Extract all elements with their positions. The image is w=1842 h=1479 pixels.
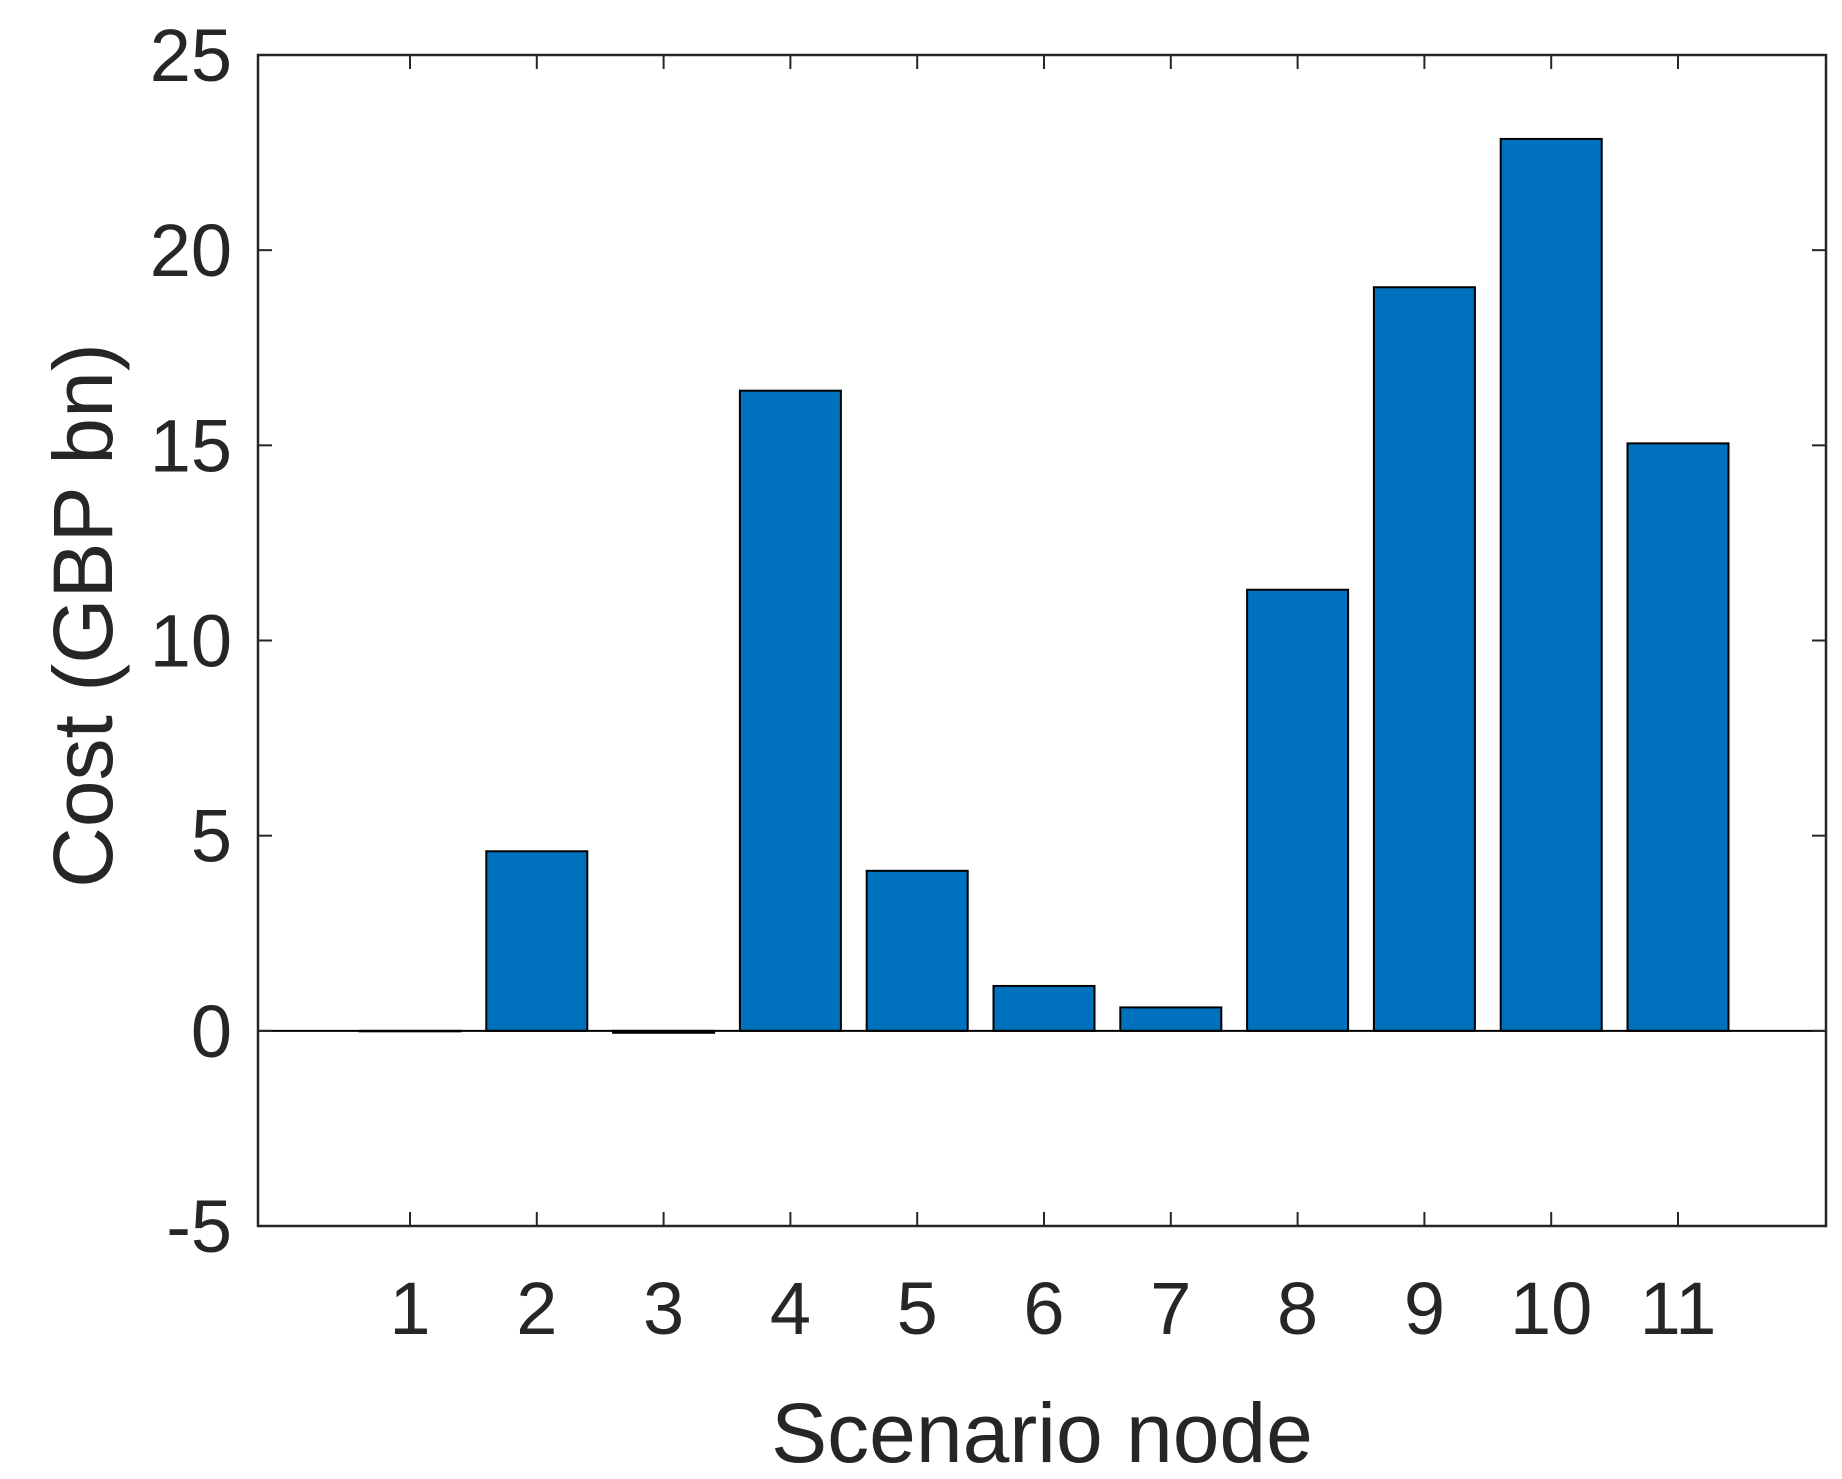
x-tick-label-4: 4 (770, 1267, 811, 1350)
y-tick-label-15: 15 (150, 404, 232, 487)
bar-6 (992, 984, 1096, 1032)
bar-11 (1626, 442, 1730, 1032)
x-axis-label: Scenario node (771, 1386, 1313, 1479)
y-tick-label--5: -5 (166, 1185, 232, 1268)
bar-5 (865, 869, 969, 1032)
x-tick-label-8: 8 (1277, 1267, 1318, 1350)
y-tick-label-5: 5 (191, 795, 232, 878)
y-tick-label-0: 0 (191, 990, 232, 1073)
x-tick-label-5: 5 (897, 1267, 938, 1350)
x-tick-label-11: 11 (1640, 1267, 1717, 1350)
x-tick-label-6: 6 (1023, 1267, 1064, 1350)
x-tick-label-10: 10 (1510, 1267, 1592, 1350)
x-tick-label-9: 9 (1404, 1267, 1445, 1350)
y-axis-label: Cost (GBP bn) (36, 343, 130, 888)
bar-4 (738, 389, 842, 1032)
y-tick-label-10: 10 (150, 600, 232, 683)
y-tick-label-20: 20 (150, 209, 232, 292)
x-tick-label-3: 3 (643, 1267, 684, 1350)
bar-9 (1372, 286, 1476, 1032)
bar-7 (1119, 1006, 1223, 1032)
tick-marks-group (258, 54, 1826, 1227)
bars-group (358, 137, 1730, 1034)
x-tick-labels: 1 2 3 4 5 6 7 8 9 10 11 (389, 1267, 1716, 1350)
x-tick-label-7: 7 (1150, 1267, 1191, 1350)
bar-10 (1499, 137, 1603, 1032)
x-tick-label-1: 1 (389, 1267, 430, 1350)
x-tick-label-2: 2 (516, 1267, 557, 1350)
bar-8 (1246, 588, 1350, 1032)
bar-2 (485, 850, 589, 1032)
y-tick-labels: -5 0 5 10 15 20 25 (150, 14, 232, 1268)
y-tick-label-25: 25 (150, 14, 232, 97)
